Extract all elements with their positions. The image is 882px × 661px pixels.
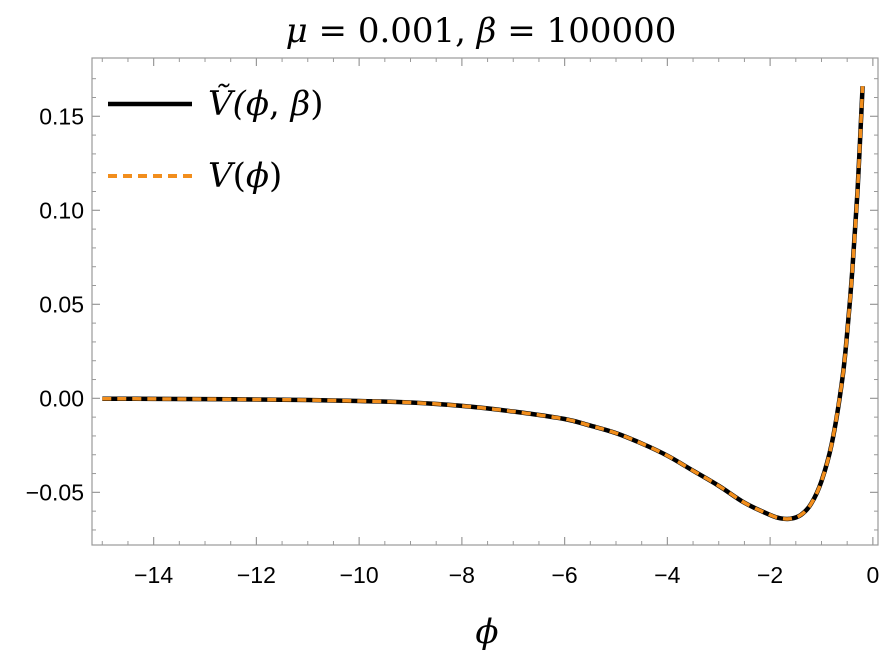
y-tick-label: 0.05 (39, 291, 84, 317)
x-tick-label: −12 (237, 562, 276, 588)
series-v-line (102, 86, 865, 521)
legend-label: Ṽ(ϕ, β) (208, 84, 324, 124)
x-tick-label: −2 (757, 562, 783, 588)
x-tick-label: 0 (866, 562, 879, 588)
y-tick-label: 0.00 (39, 385, 84, 411)
chart-title: μ = 0.001, β = 100000 (286, 11, 677, 51)
y-tick-label: 0.10 (39, 197, 84, 223)
x-tick-label: −4 (654, 562, 680, 588)
y-tick-label: 0.15 (39, 103, 84, 129)
series-v-tilde-line (102, 86, 865, 522)
x-tick-label: −10 (340, 562, 379, 588)
x-tick-label: −8 (449, 562, 475, 588)
y-tick-label: −0.05 (26, 479, 84, 505)
x-tick-label: −14 (134, 562, 173, 588)
x-tick-label: −6 (552, 562, 578, 588)
legend-label: V(ϕ) (208, 156, 282, 196)
x-axis-label: ϕ (475, 612, 498, 652)
plot-frame (91, 57, 879, 546)
